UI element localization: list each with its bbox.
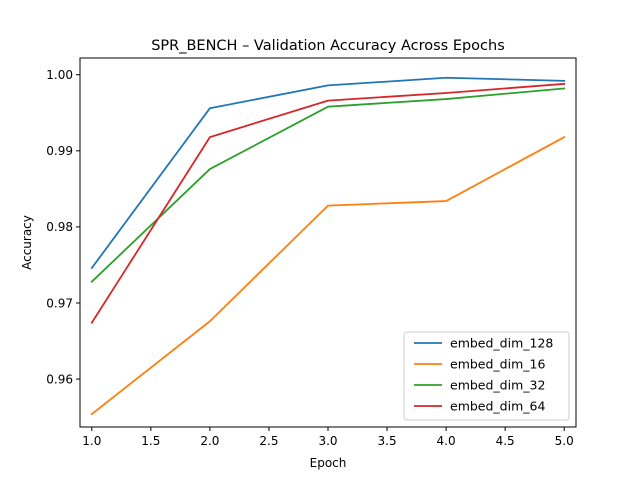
x-tick-label: 1.0 [82,434,101,448]
series-line-embed_dim_128 [90,76,566,270]
x-axis-label: Epoch [310,456,347,470]
x-tick-label: 1.5 [141,434,160,448]
y-tick-label: 0.99 [46,144,73,158]
x-axis: 1.0 1.5 2.0 2.5 3.0 3.5 4.0 4.5 5.0 [82,427,574,448]
legend: embed_dim_128 embed_dim_16 embed_dim_32emb… [403,331,570,421]
x-tick-label: 4.0 [437,434,456,448]
y-tick-label: 1.00 [46,68,73,82]
chart-title: SPR_BENCH – Validation Accuracy Across E… [151,38,505,54]
legend-label-embed_dim_128: embed_dim_128 [450,336,553,351]
x-tick-label: 4.5 [496,434,515,448]
x-tick-label: 5.0 [555,434,574,448]
y-axis-label: Accuracy [20,215,34,270]
y-tick-label: 0.97 [46,296,73,310]
x-tick-label: 3.5 [378,434,397,448]
x-tick-label: 2.0 [200,434,219,448]
legend-label-embed_dim_16: embed_dim_16 [450,357,545,372]
plot-lines [90,76,566,416]
legend-label-embed_dim_32: embed_dim_32 [450,378,545,393]
legend-box [403,331,570,421]
y-axis: 0.96 0.97 0.98 0.99 1.00 [46,68,80,386]
series-line-embed_dim_16 [90,135,566,416]
legend-label-embed_dim_64: embed_dim_64 [450,399,545,414]
series-line-embed_dim_32 [90,87,566,283]
y-tick-label: 0.98 [46,220,73,234]
series-line-embed_dim_64 [90,82,566,325]
x-tick-label: 3.0 [318,434,337,448]
y-tick-label: 0.96 [46,372,73,386]
x-tick-label: 2.5 [259,434,278,448]
